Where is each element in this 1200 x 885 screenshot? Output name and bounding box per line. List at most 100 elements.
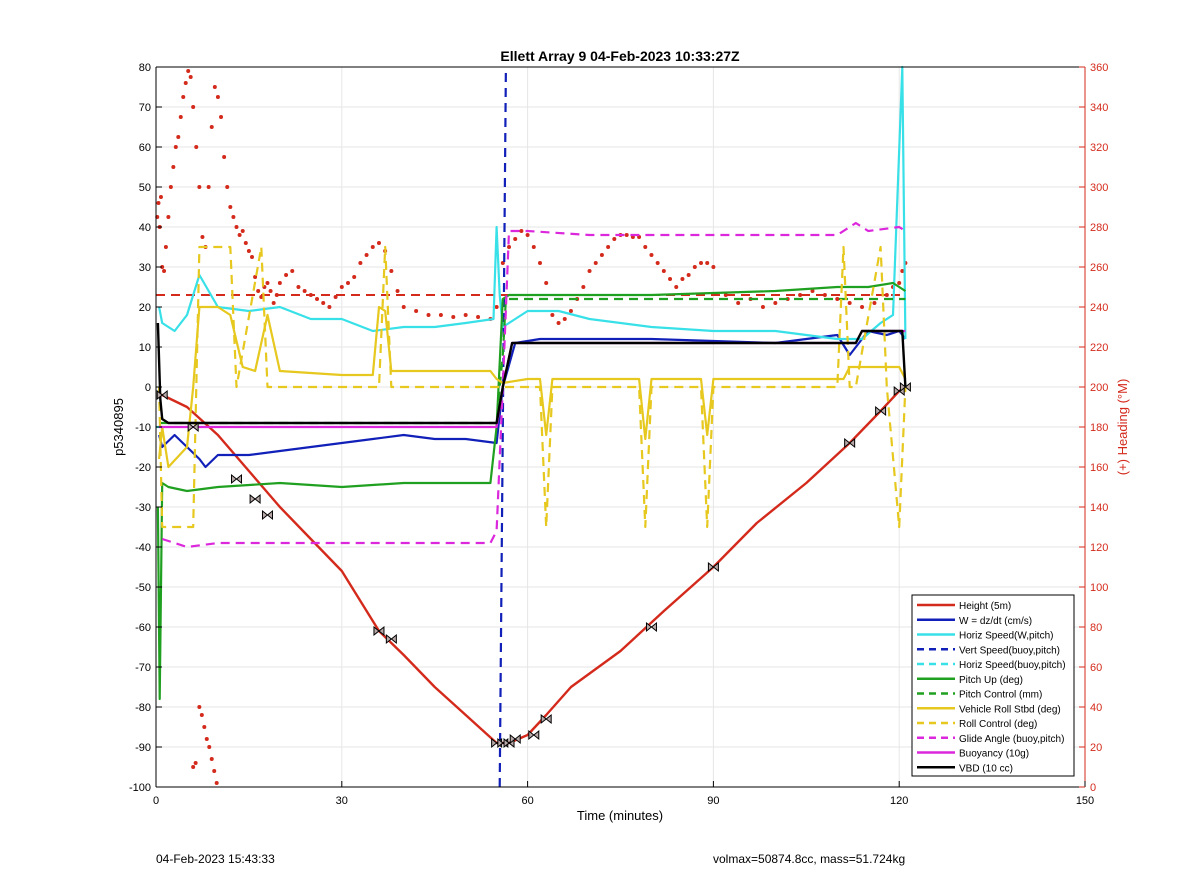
heading-point bbox=[438, 313, 443, 317]
heading-point bbox=[327, 305, 332, 309]
heading-point bbox=[900, 269, 905, 273]
heading-point bbox=[680, 277, 685, 281]
heading-point bbox=[173, 145, 178, 149]
y2-tick-label: 0 bbox=[1090, 782, 1096, 794]
y2-tick-label: 120 bbox=[1090, 542, 1108, 554]
heading-point bbox=[581, 285, 586, 289]
heading-point bbox=[158, 195, 163, 199]
heading-point bbox=[358, 261, 363, 265]
heading-point bbox=[188, 75, 193, 79]
position-marker bbox=[540, 713, 552, 725]
heading-point bbox=[206, 185, 211, 189]
legend-box bbox=[911, 594, 1075, 777]
heading-point bbox=[197, 185, 202, 189]
heading-point bbox=[674, 285, 679, 289]
heading-point bbox=[884, 293, 889, 297]
y2-tick-label: 60 bbox=[1090, 662, 1102, 674]
y-tick-label: -40 bbox=[135, 542, 151, 554]
heading-point bbox=[612, 237, 617, 241]
heading-point bbox=[274, 293, 279, 297]
heading-point bbox=[231, 215, 236, 219]
heading-point bbox=[234, 225, 239, 229]
heading-point bbox=[237, 233, 242, 237]
heading-point bbox=[364, 253, 369, 257]
heading-point bbox=[160, 265, 165, 269]
heading-point bbox=[736, 301, 741, 305]
position-marker bbox=[156, 389, 168, 401]
heading-point bbox=[212, 769, 217, 773]
heading-point bbox=[451, 315, 456, 319]
heading-point bbox=[860, 305, 865, 309]
y-tick-label: 80 bbox=[139, 62, 151, 74]
heading-point bbox=[171, 165, 176, 169]
heading-point bbox=[265, 281, 270, 285]
heading-point bbox=[202, 725, 207, 729]
heading-point bbox=[199, 713, 204, 717]
heading-point bbox=[699, 261, 704, 265]
x-tick-label: 150 bbox=[1076, 795, 1094, 807]
heading-point bbox=[692, 265, 697, 269]
position-marker bbox=[373, 625, 385, 637]
y2-axis-ticks: 3603403203002802602402202001801601401201… bbox=[1079, 62, 1108, 794]
heading-point bbox=[225, 185, 230, 189]
heading-point bbox=[200, 235, 205, 239]
heading-point bbox=[321, 301, 326, 305]
heading-point bbox=[162, 269, 167, 273]
heading-point bbox=[562, 317, 567, 321]
heading-point bbox=[183, 81, 188, 85]
y2-tick-label: 300 bbox=[1090, 182, 1108, 194]
heading-point bbox=[773, 301, 778, 305]
legend-label: W = dz/dt (cm/s) bbox=[959, 616, 1032, 627]
heading-point bbox=[668, 277, 673, 281]
footer-stats: volmax=50874.8cc, mass=51.724kg bbox=[713, 852, 906, 866]
x-tick-label: 30 bbox=[336, 795, 348, 807]
heading-point bbox=[389, 269, 394, 273]
y2-tick-label: 360 bbox=[1090, 62, 1108, 74]
heading-point bbox=[253, 275, 258, 279]
heading-point bbox=[513, 237, 518, 241]
heading-point bbox=[661, 269, 666, 273]
heading-point bbox=[191, 765, 196, 769]
y-tick-label: -60 bbox=[135, 622, 151, 634]
y-tick-label: -50 bbox=[135, 582, 151, 594]
heading-point bbox=[835, 297, 840, 301]
heading-point bbox=[624, 233, 629, 237]
legend-label: Horiz Speed(W,pitch) bbox=[959, 631, 1053, 642]
heading-point bbox=[537, 261, 542, 265]
heading-point bbox=[593, 261, 598, 265]
heading-point bbox=[370, 245, 375, 249]
position-marker bbox=[528, 729, 540, 741]
y2-tick-label: 200 bbox=[1090, 382, 1108, 394]
heading-point bbox=[463, 313, 468, 317]
heading-point bbox=[352, 275, 357, 279]
heading-point bbox=[209, 125, 214, 129]
heading-point bbox=[178, 115, 183, 119]
heading-point bbox=[197, 705, 202, 709]
position-markers bbox=[156, 381, 911, 749]
y-tick-label: -70 bbox=[135, 662, 151, 674]
legend-label: Glide Angle (buoy,pitch) bbox=[959, 734, 1064, 745]
heading-point bbox=[204, 737, 209, 741]
heading-point bbox=[531, 245, 536, 249]
y2-tick-label: 240 bbox=[1090, 302, 1108, 314]
heading-point bbox=[228, 205, 233, 209]
y-tick-label: -90 bbox=[135, 742, 151, 754]
y2-tick-label: 140 bbox=[1090, 502, 1108, 514]
y2-tick-label: 40 bbox=[1090, 702, 1102, 714]
y-tick-label: 30 bbox=[139, 262, 151, 274]
series-line bbox=[498, 66, 507, 788]
legend-label: VBD (10 cc) bbox=[959, 763, 1013, 774]
heading-point bbox=[686, 273, 691, 277]
y2-tick-label: 100 bbox=[1090, 582, 1108, 594]
y2-tick-label: 340 bbox=[1090, 102, 1108, 114]
y2-tick-label: 220 bbox=[1090, 342, 1108, 354]
y2-tick-label: 20 bbox=[1090, 742, 1102, 754]
heading-point bbox=[290, 269, 295, 273]
heading-point bbox=[212, 85, 217, 89]
heading-point bbox=[268, 289, 273, 293]
heading-point bbox=[243, 241, 248, 245]
position-marker bbox=[187, 421, 199, 433]
heading-point bbox=[193, 761, 198, 765]
position-marker bbox=[261, 509, 273, 521]
